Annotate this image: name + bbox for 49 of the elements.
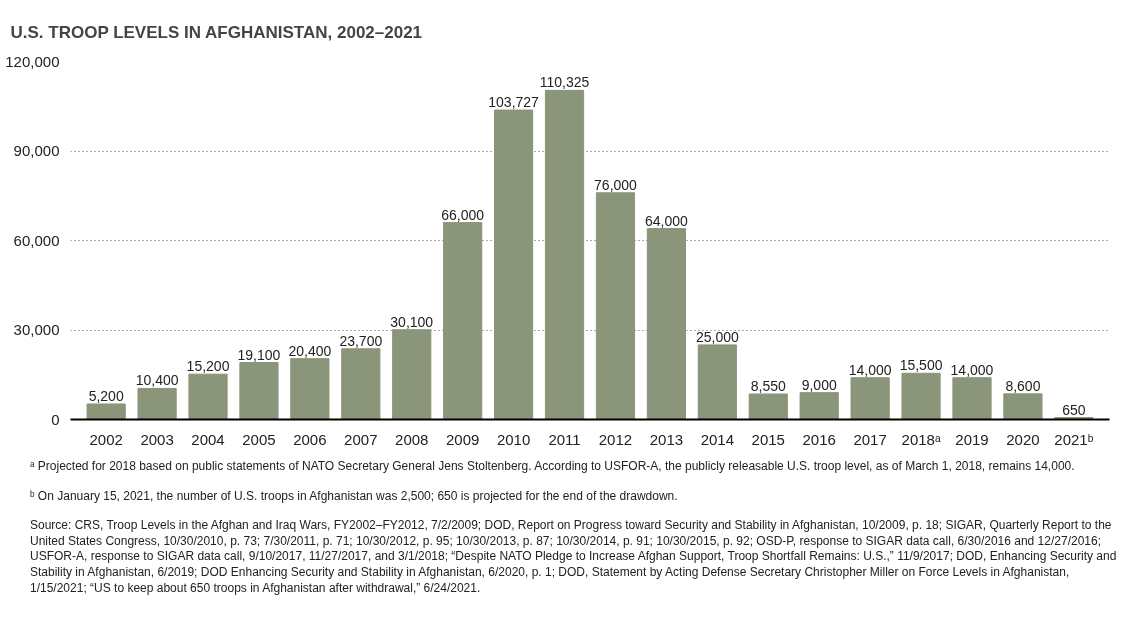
x-tick-label: 2010 (496, 430, 531, 448)
data-label: 76,000 (594, 176, 638, 193)
data-label: 9,000 (801, 376, 837, 393)
x-tick-label: 2016 (802, 430, 836, 448)
data-label: 19,100 (237, 346, 281, 363)
data-label: 5,200 (88, 387, 124, 404)
x-tick-label: 2021ᵇ (1054, 430, 1094, 448)
data-label: 66,000 (441, 206, 485, 223)
data-label: 110,325 (539, 74, 590, 91)
data-label: 15,500 (899, 357, 943, 374)
x-tick-label: 2014 (700, 430, 735, 448)
y-tick-label: 120,000 (5, 52, 60, 70)
x-tick-label: 2007 (344, 430, 378, 448)
data-label: 20,400 (288, 342, 332, 359)
y-tick-label: 60,000 (13, 231, 60, 249)
x-tick-label: 2017 (853, 430, 887, 448)
x-tick-label: 2011 (548, 430, 581, 448)
x-tick-label: 2018ᵃ (901, 430, 941, 448)
x-tick-label: 2002 (89, 430, 123, 448)
x-tick-label: 2020 (1006, 430, 1040, 448)
x-tick-label: 2003 (140, 430, 174, 448)
data-label: 30,100 (390, 313, 434, 330)
data-label: 25,000 (695, 328, 739, 345)
x-tick-label: 2012 (598, 430, 633, 448)
x-tick-label: 2009 (445, 430, 480, 448)
source-note: Source: CRS, Troop Levels in the Afghan and Iraq Wars, FY2002–FY2012, 7/2/2009; DOD, Report on Progress toward Security and Stability in Afghanistan, 10/2009, p. 18; SIGAR, Quarterly Report to the United States Congress, 10/30/2010, p. 73; 7/30/2011, p. 71; 10/30/2012, p. 95; 10/30/2013, p. 87; 10/30/2014, p. 91; 10/30/2015, p. 92; OSD-P, response to SIGAR data call, 6/30/2016 and 12/27/2016; USFOR-A, response to SIGAR data call, 9/10/2017, 11/27/2017, and 3/1/2018; “Despite NATO Pledge to Increase Afghan Support, Troop Shortfall Remains: U.S.,” 11/9/2017; DOD, Enhancing Security and Stability in Afghanistan, 6/2019; DOD Enhancing Security and Stability in Afghanistan, 6/2020, p. 1; DOD, Statement by Acting Defense Secretary Christopher Miller on Force Levels in Afghanistan, 1/15/2021; “US to keep about 650 troops in Afghanistan after withdrawal,” 6/24/2021. (30, 518, 1118, 597)
data-label: 15,200 (186, 358, 230, 375)
x-tick-label: 2013 (649, 430, 684, 448)
data-label: 8,600 (1005, 377, 1041, 394)
data-label: 14,000 (848, 361, 892, 378)
y-tick-label: 0 (51, 410, 60, 428)
x-tick-label: 2019 (955, 430, 989, 448)
y-tick-label: 30,000 (13, 321, 60, 338)
x-tick-label: 2006 (293, 430, 327, 448)
x-tick-label: 2004 (191, 430, 225, 448)
y-tick-label: 90,000 (13, 142, 60, 159)
data-label: 650 (1062, 401, 1086, 418)
data-label: 23,700 (339, 332, 383, 349)
x-tick-label: 2008 (395, 430, 429, 448)
x-tick-label: 2005 (242, 430, 276, 448)
data-label: 64,000 (644, 212, 689, 229)
data-label: 8,550 (750, 377, 786, 394)
data-label: 103,727 (488, 94, 540, 111)
text: ᵇ On January 15, 2021, the number of U.S. troops in Afghanistan was 2,500; 650 is projected for the end of the drawdown. (30, 488, 678, 505)
chart-title: U.S. TROOP LEVELS IN AFGHANISTAN, 2002–2021 (10, 22, 423, 42)
text: ᵃ Projected for 2018 based on public statements of NATO Secretary General Jens Stoltenberg. According to USFOR-A, the publicly releasable U.S. troop level, as of March 1, 2018, remains 14,000. (30, 459, 1075, 475)
x-tick-label: 2015 (751, 430, 785, 448)
data-label: 14,000 (950, 361, 994, 378)
data-label: 10,400 (135, 372, 179, 389)
